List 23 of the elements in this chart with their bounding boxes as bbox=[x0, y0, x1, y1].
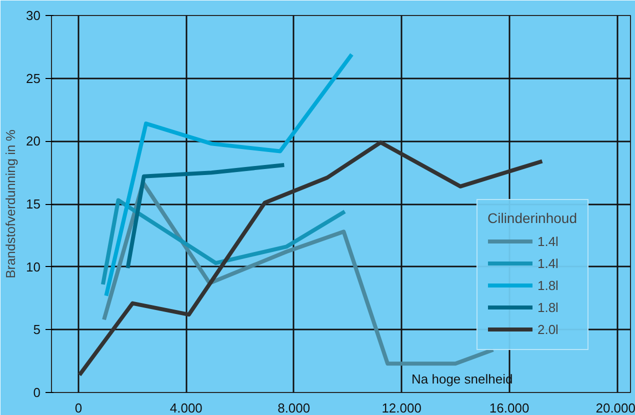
y-tick-label: 0 bbox=[33, 385, 41, 400]
y-tick-label: 20 bbox=[26, 134, 41, 149]
legend-title: Cilinderinhoud bbox=[487, 210, 577, 226]
line-series bbox=[100, 198, 347, 286]
line-series bbox=[104, 52, 354, 298]
legend-label: 1.8l bbox=[537, 300, 558, 314]
x-tick-label: 0 bbox=[74, 400, 82, 415]
y-tick-label: 30 bbox=[26, 8, 41, 23]
x-tick-label: 8.000 bbox=[278, 400, 310, 415]
x-tick-label: 12.000 bbox=[382, 400, 422, 415]
x-tick-label: 4.000 bbox=[170, 400, 202, 415]
legend-label: 1.4l bbox=[537, 234, 558, 248]
y-axis-title: Brandstofverdunning in % bbox=[3, 129, 18, 278]
legend-label: 1.4l bbox=[537, 256, 558, 270]
y-tick-label: 5 bbox=[33, 322, 41, 338]
x-tick-label: 16.000 bbox=[489, 400, 530, 415]
y-tick-label: 25 bbox=[26, 70, 41, 86]
y-tick-label: 15 bbox=[26, 196, 41, 212]
line-series bbox=[126, 163, 286, 270]
x-tick-label: 20.000 bbox=[596, 400, 635, 415]
y-tick-label: 10 bbox=[26, 259, 41, 274]
legend-label: 2.0l bbox=[537, 322, 558, 336]
legend-label: 1.8l bbox=[537, 278, 558, 292]
